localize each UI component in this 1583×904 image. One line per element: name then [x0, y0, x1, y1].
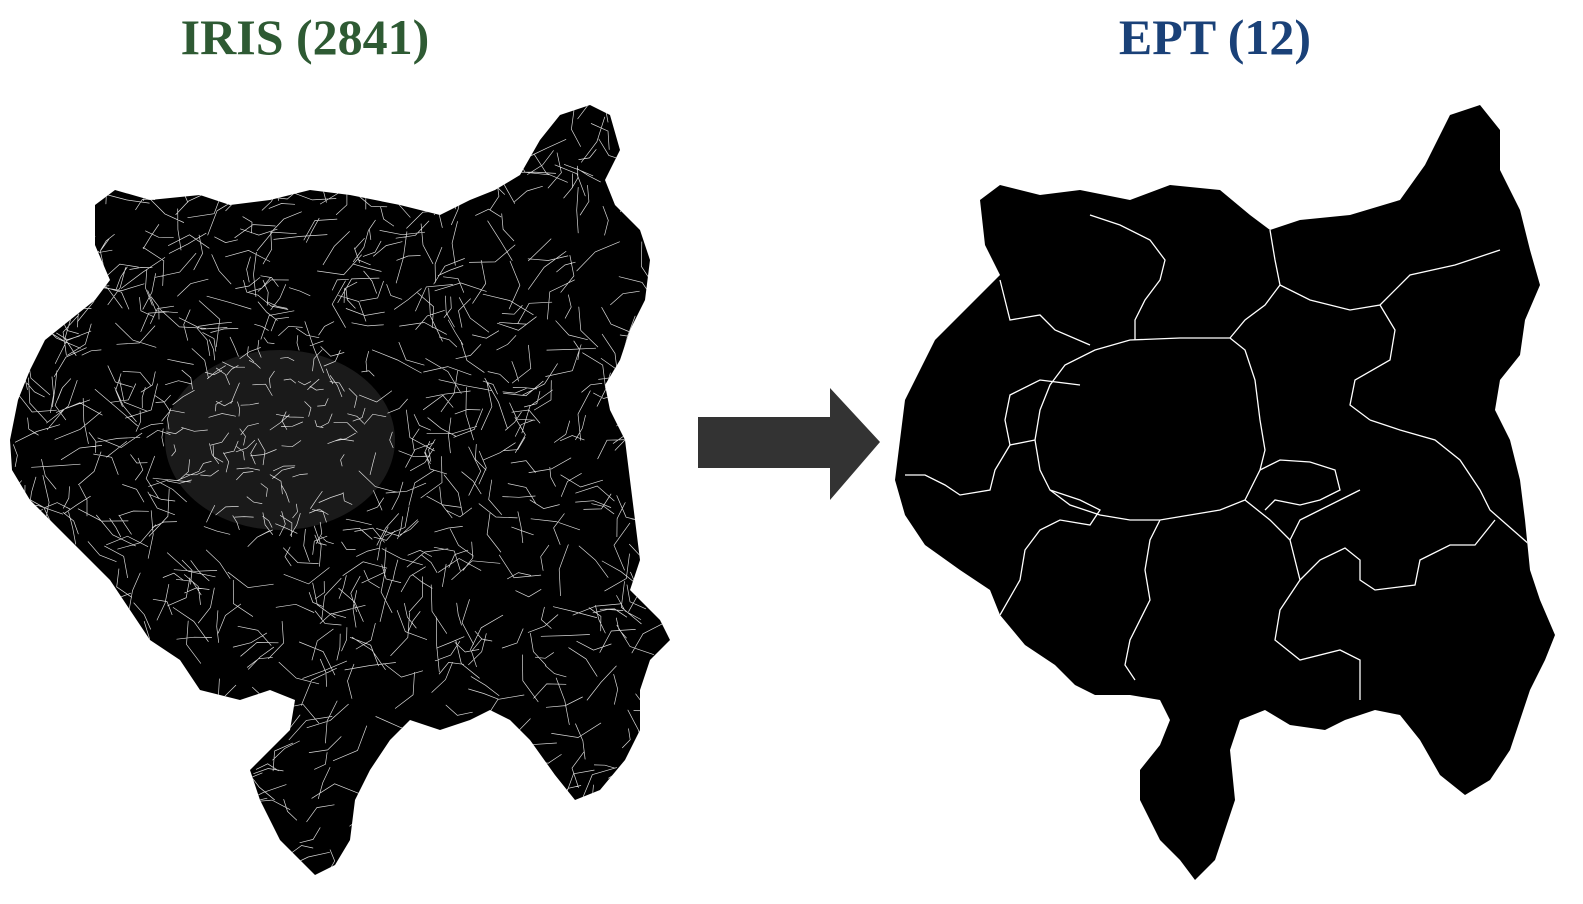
ept-border-12: [1369, 419, 1531, 546]
right-arrow-icon: [698, 388, 880, 500]
ept-border-8: [999, 489, 1101, 616]
ept-border-6: [1004, 379, 1081, 446]
ept-boundaries: [905, 214, 1531, 700]
ept-border-9: [1124, 519, 1161, 681]
ept-border-14: [1289, 489, 1361, 541]
iris-title: IRIS (2841): [180, 9, 430, 65]
ept-border-2: [999, 279, 1091, 346]
ept-map: [895, 105, 1555, 880]
ept-region-fill: [895, 105, 1555, 880]
ept-border-10: [1259, 459, 1341, 511]
ept-border-7: [905, 444, 1011, 496]
ept-title: EPT (12): [1118, 9, 1312, 65]
ept-border-11: [1244, 499, 1361, 700]
paris-boundary: [1034, 337, 1266, 521]
paris-dense-area: [165, 350, 395, 530]
ept-border-13: [1299, 519, 1496, 591]
iris-map: [10, 105, 670, 875]
ept-border-3: [1229, 229, 1281, 339]
ept-border-5: [1349, 304, 1396, 421]
ept-border-1: [1089, 214, 1166, 340]
